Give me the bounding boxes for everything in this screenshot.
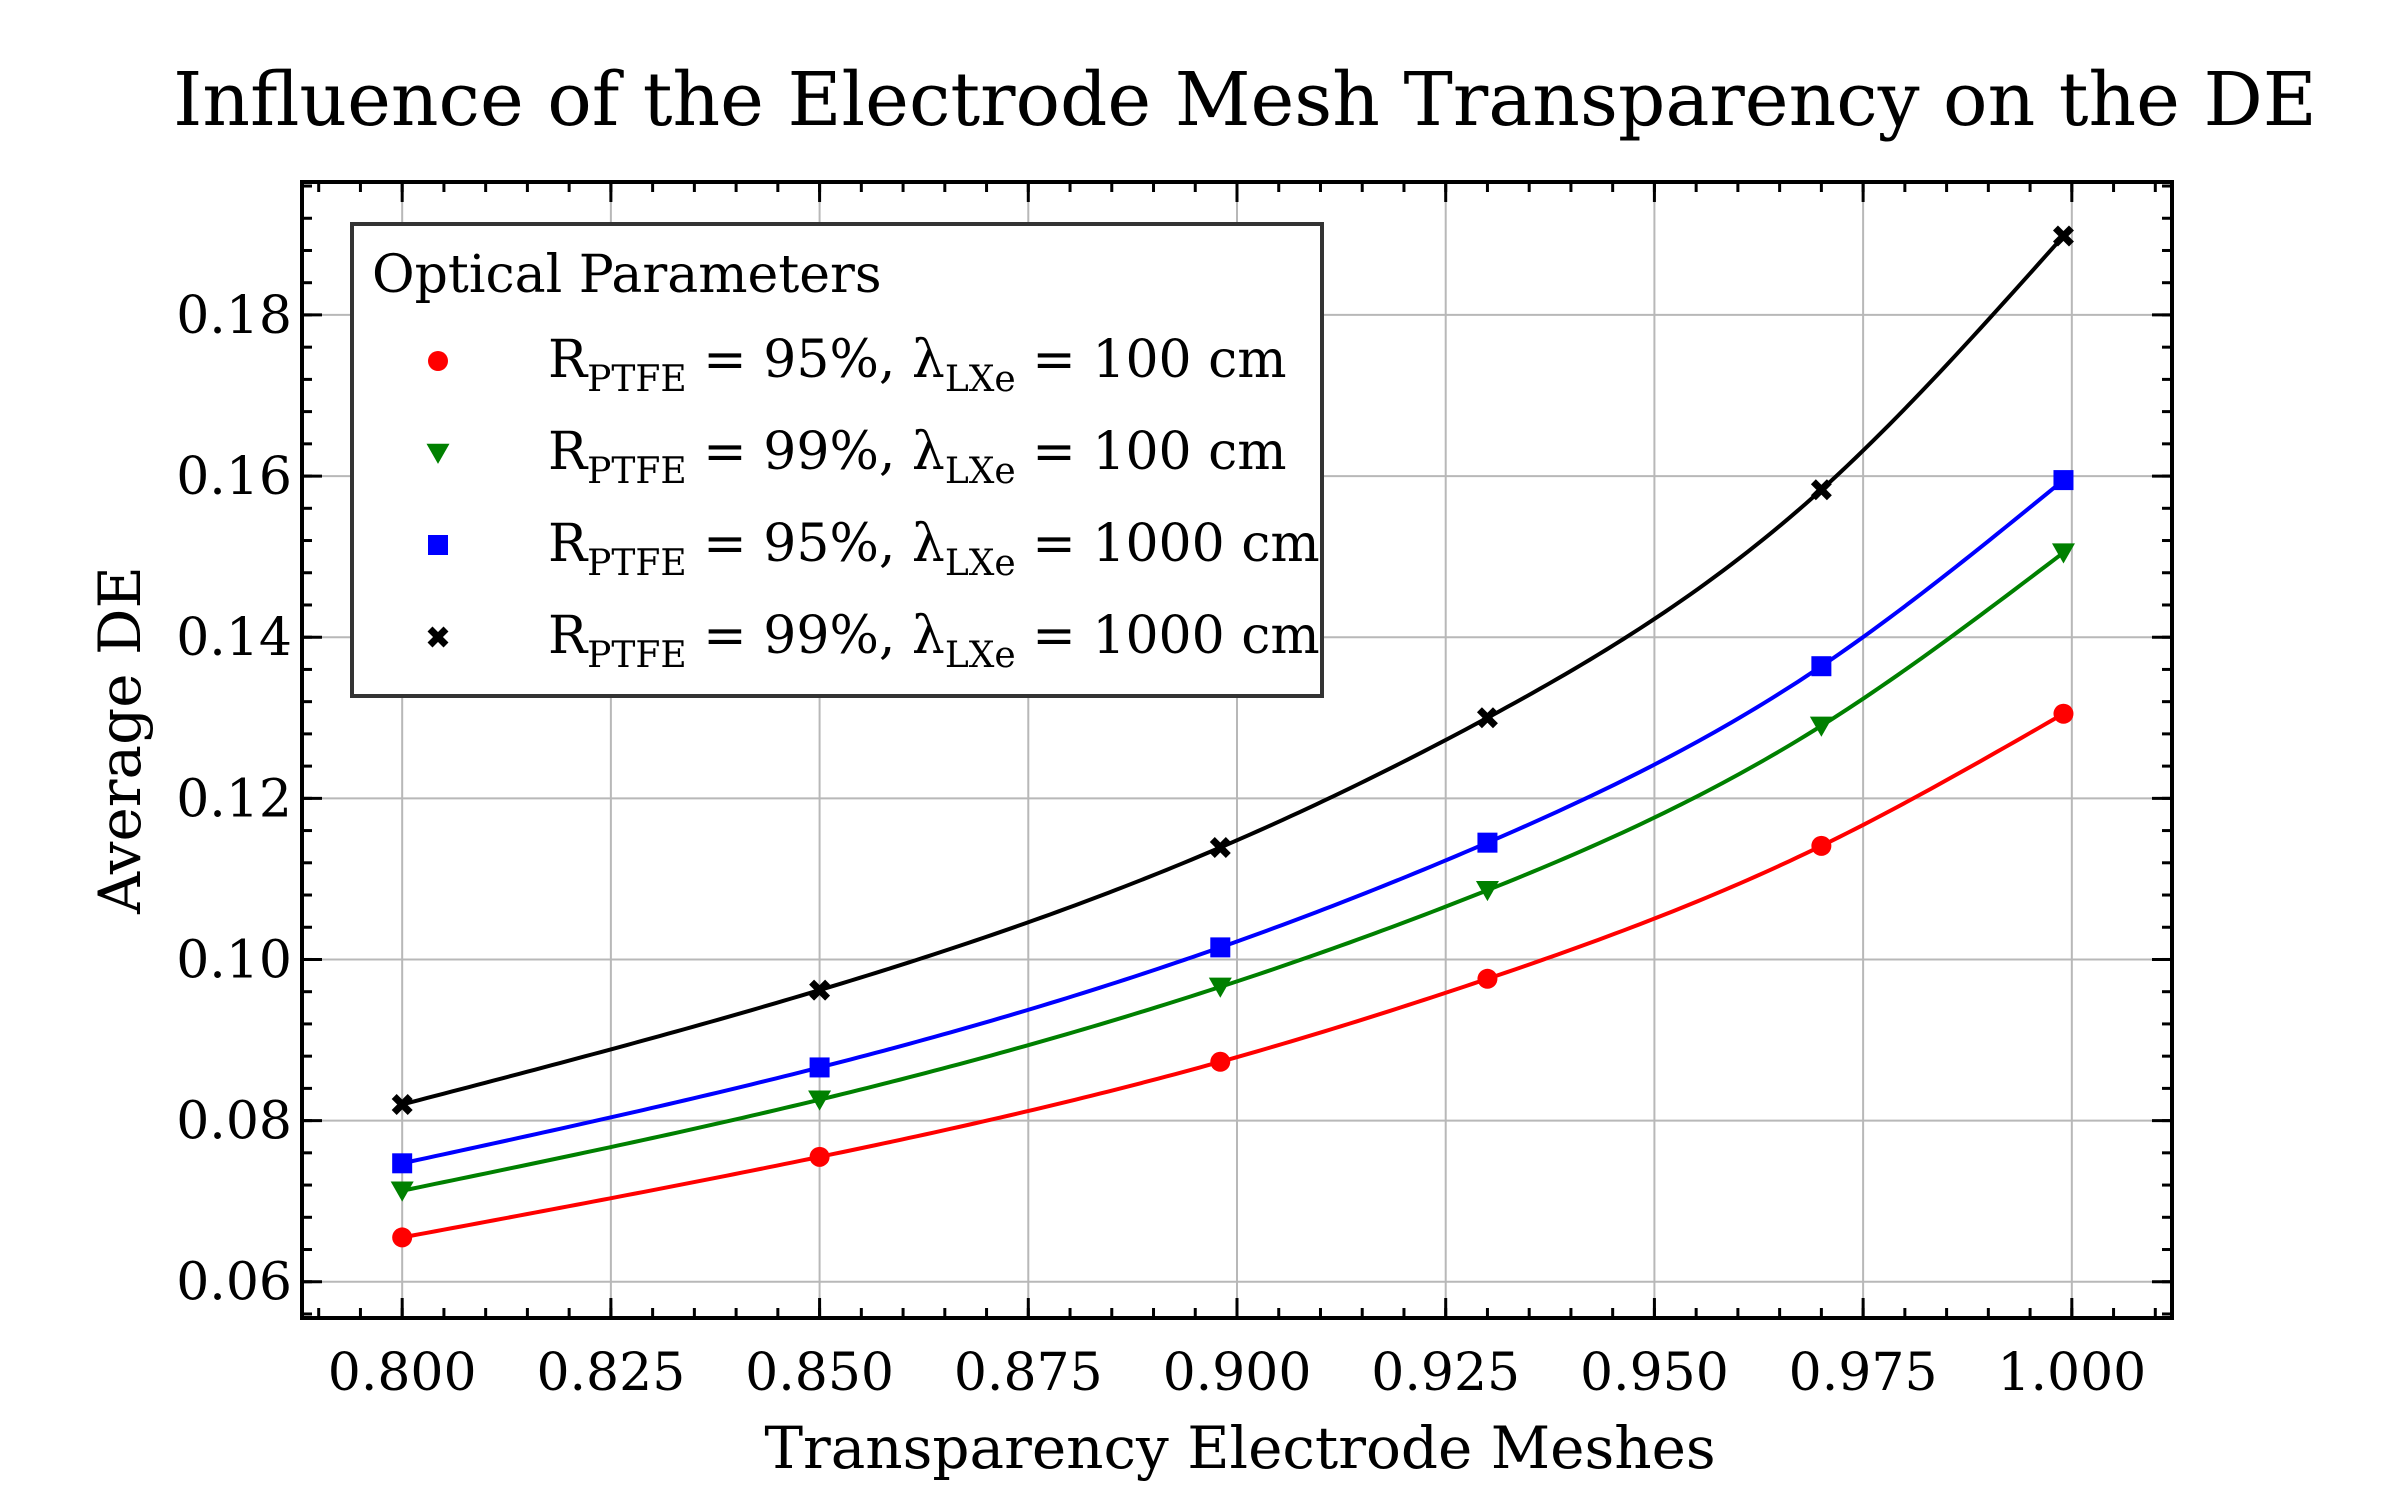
data-point: [2053, 470, 2074, 491]
data-point: [1811, 656, 1832, 677]
y-axis-label: Average DE: [86, 566, 154, 915]
legend-label-part: PTFE: [587, 359, 687, 400]
legend-label-part: LXe: [945, 451, 1016, 492]
series-line: [401, 712, 2065, 1240]
y-tick-label: 0.16: [176, 447, 292, 507]
data-point: [392, 1227, 413, 1248]
legend-label: RPTFE = 99%, λLXe = 1000 cm: [548, 606, 1320, 676]
data-point: [392, 1153, 413, 1174]
legend-label-part: = 100 cm: [1016, 330, 1287, 390]
y-tick-label: 0.14: [176, 608, 292, 668]
legend-marker: [427, 626, 449, 648]
tick-labels: 0.800 0.825 0.850 0.875 0.900 0.925 0.950 0.975…: [176, 286, 2146, 1403]
legend-label-part: R: [548, 514, 589, 574]
data-point: [391, 1094, 413, 1115]
series-4: [391, 225, 2074, 1115]
data-point: [1810, 479, 1832, 501]
legend-label-part: R: [548, 330, 589, 390]
series-layer: [390, 225, 2075, 1248]
legend-label-part: = 95%,: [687, 330, 912, 390]
legend-marker: [426, 443, 450, 464]
data-point: [1208, 977, 1232, 998]
legend-box: [350, 222, 1324, 698]
data-point: [1210, 937, 1231, 958]
series-2: [390, 543, 2075, 1202]
legend-label-part: = 100 cm: [1016, 422, 1287, 482]
legend-entry: RPTFE = 95%, λLXe = 100 cm: [428, 330, 1287, 400]
y-tick-label: 0.08: [176, 1092, 292, 1152]
series-line: [401, 478, 2065, 1166]
x-tick-label: 0.800: [328, 1343, 477, 1403]
legend-label-part: = 99%,: [687, 606, 912, 666]
data-point: [2051, 543, 2075, 564]
data-point: [2053, 703, 2074, 724]
legend-label: RPTFE = 95%, λLXe = 1000 cm: [548, 514, 1320, 584]
data-point: [809, 1146, 830, 1167]
legend-marker: [428, 535, 448, 555]
legend-marker: [428, 351, 448, 371]
legend-label-part: LXe: [945, 543, 1016, 584]
x-tick-label: 0.975: [1789, 1343, 1938, 1403]
y-tick-label: 0.12: [176, 769, 292, 829]
data-point: [808, 1090, 832, 1111]
y-tick-label: 0.18: [176, 286, 292, 346]
chart-title: Influence of the Electrode Mesh Transpar…: [173, 57, 2317, 143]
legend-label-part: LXe: [945, 635, 1016, 676]
legend-entry: RPTFE = 99%, λLXe = 1000 cm: [427, 606, 1320, 676]
data-point: [1476, 707, 1498, 729]
data-point: [2052, 225, 2074, 247]
legend-label: RPTFE = 99%, λLXe = 100 cm: [548, 422, 1287, 492]
data-point: [809, 1057, 830, 1078]
legend-label: RPTFE = 95%, λLXe = 100 cm: [548, 330, 1287, 400]
legend-label-part: PTFE: [587, 543, 687, 584]
legend-label-part: PTFE: [587, 635, 687, 676]
legend-label-part: = 1000 cm: [1016, 606, 1320, 666]
legend-label-part: R: [548, 422, 589, 482]
legend-label-part: = 99%,: [687, 422, 912, 482]
legend-label-part: λ: [912, 606, 945, 666]
legend-label-part: = 1000 cm: [1016, 514, 1320, 574]
data-point: [1809, 716, 1833, 737]
data-point: [1477, 968, 1498, 989]
x-tick-label: 0.875: [954, 1343, 1103, 1403]
x-tick-label: 0.900: [1163, 1343, 1312, 1403]
legend-label-part: λ: [912, 514, 945, 574]
series-line: [401, 551, 2065, 1193]
legend-title: Optical Parameters: [372, 245, 882, 305]
series-line: [401, 234, 2065, 1107]
x-axis-label: Transparency Electrode Meshes: [764, 1414, 1715, 1482]
data-point: [1210, 1051, 1231, 1072]
legend: Optical Parameters RPTFE = 95%, λLXe = 1…: [350, 222, 1324, 698]
legend-entry: RPTFE = 99%, λLXe = 100 cm: [426, 422, 1287, 492]
series-1: [392, 703, 2074, 1248]
x-tick-label: 0.950: [1580, 1343, 1729, 1403]
legend-entry: RPTFE = 95%, λLXe = 1000 cm: [428, 514, 1320, 584]
x-tick-label: 0.825: [536, 1343, 685, 1403]
data-point: [1811, 835, 1832, 856]
data-point: [1475, 880, 1499, 902]
x-tick-label: 1.000: [1997, 1343, 2146, 1403]
y-tick-label: 0.10: [176, 930, 292, 990]
data-point: [809, 979, 831, 1001]
axis-ticks: [302, 182, 2172, 1318]
legend-label-part: LXe: [945, 359, 1016, 400]
x-tick-label: 0.925: [1371, 1343, 1520, 1403]
legend-label-part: λ: [912, 330, 945, 390]
legend-label-part: PTFE: [587, 451, 687, 492]
series-3: [392, 470, 2074, 1174]
data-point: [390, 1181, 414, 1202]
legend-label-part: λ: [912, 422, 945, 482]
legend-label-part: R: [548, 606, 589, 666]
y-tick-label: 0.06: [176, 1253, 292, 1313]
data-point: [1209, 837, 1231, 858]
legend-label-part: = 95%,: [687, 514, 912, 574]
data-point: [1477, 832, 1498, 853]
x-tick-label: 0.850: [745, 1343, 894, 1403]
